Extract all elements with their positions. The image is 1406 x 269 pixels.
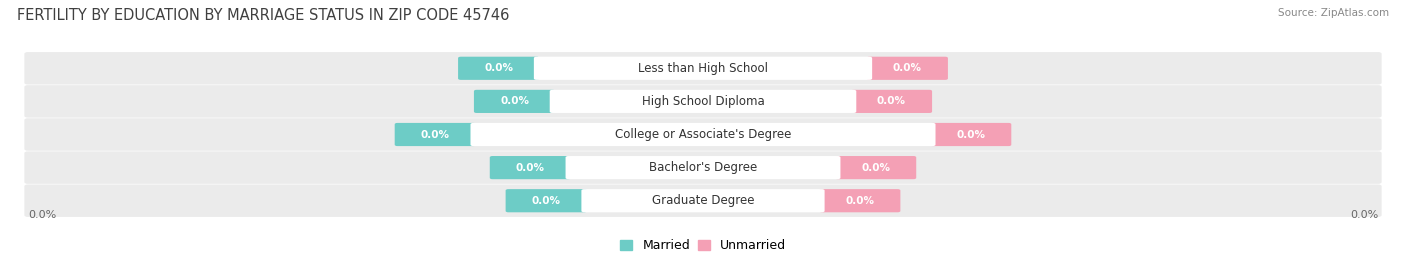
FancyBboxPatch shape (458, 57, 540, 80)
Text: 0.0%: 0.0% (501, 96, 529, 107)
Text: 0.0%: 0.0% (956, 129, 986, 140)
Text: Bachelor's Degree: Bachelor's Degree (650, 161, 756, 174)
Text: College or Associate's Degree: College or Associate's Degree (614, 128, 792, 141)
FancyBboxPatch shape (24, 185, 1382, 217)
FancyBboxPatch shape (582, 189, 824, 212)
Text: 0.0%: 0.0% (516, 162, 546, 173)
Text: High School Diploma: High School Diploma (641, 95, 765, 108)
Text: 0.0%: 0.0% (845, 196, 875, 206)
FancyBboxPatch shape (534, 57, 872, 80)
FancyBboxPatch shape (24, 85, 1382, 118)
Text: 0.0%: 0.0% (877, 96, 905, 107)
FancyBboxPatch shape (929, 123, 1011, 146)
Text: FERTILITY BY EDUCATION BY MARRIAGE STATUS IN ZIP CODE 45746: FERTILITY BY EDUCATION BY MARRIAGE STATU… (17, 8, 509, 23)
Text: 0.0%: 0.0% (1350, 210, 1378, 220)
Text: 0.0%: 0.0% (420, 129, 450, 140)
FancyBboxPatch shape (506, 189, 586, 212)
Text: Graduate Degree: Graduate Degree (652, 194, 754, 207)
FancyBboxPatch shape (866, 57, 948, 80)
FancyBboxPatch shape (24, 52, 1382, 84)
FancyBboxPatch shape (565, 156, 841, 179)
FancyBboxPatch shape (474, 90, 555, 113)
FancyBboxPatch shape (835, 156, 917, 179)
Text: 0.0%: 0.0% (28, 210, 56, 220)
FancyBboxPatch shape (820, 189, 900, 212)
FancyBboxPatch shape (24, 151, 1382, 184)
Legend: Married, Unmarried: Married, Unmarried (620, 239, 786, 252)
Text: Source: ZipAtlas.com: Source: ZipAtlas.com (1278, 8, 1389, 18)
Text: 0.0%: 0.0% (893, 63, 922, 73)
FancyBboxPatch shape (471, 123, 935, 146)
FancyBboxPatch shape (395, 123, 477, 146)
Text: Less than High School: Less than High School (638, 62, 768, 75)
FancyBboxPatch shape (851, 90, 932, 113)
FancyBboxPatch shape (489, 156, 571, 179)
Text: 0.0%: 0.0% (484, 63, 513, 73)
FancyBboxPatch shape (24, 118, 1382, 151)
FancyBboxPatch shape (550, 90, 856, 113)
Text: 0.0%: 0.0% (860, 162, 890, 173)
Text: 0.0%: 0.0% (531, 196, 561, 206)
